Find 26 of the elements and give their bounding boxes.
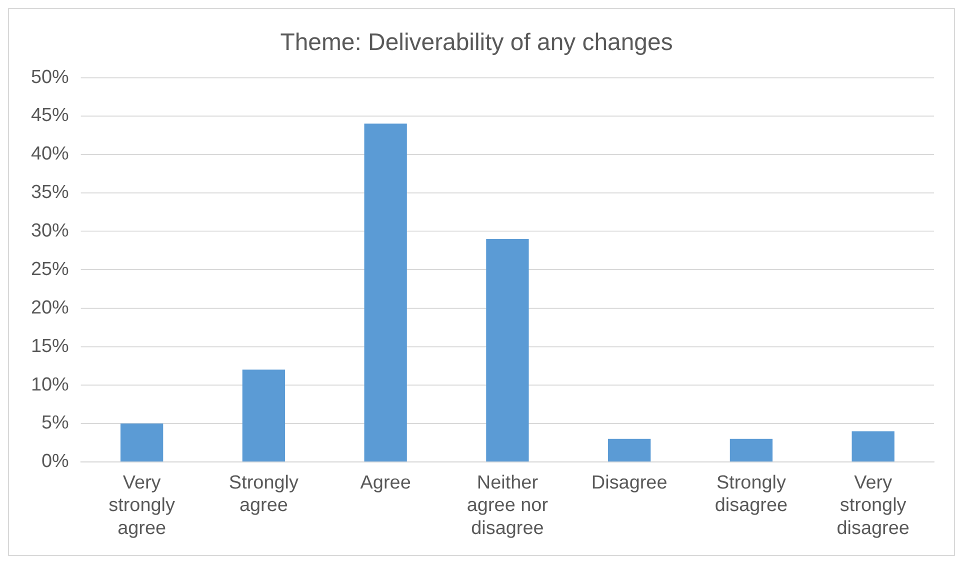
y-tick-label: 5%	[42, 412, 70, 434]
y-tick-label: 50%	[30, 66, 70, 88]
y-tick-label: 15%	[30, 336, 70, 357]
x-tick-label: Strongly disagree	[714, 472, 788, 516]
y-tick-label: 25%	[30, 258, 70, 280]
bar	[608, 438, 651, 462]
bar	[364, 124, 407, 462]
bar	[120, 424, 164, 462]
bar	[242, 370, 286, 462]
y-tick-label: 20%	[30, 297, 70, 318]
y-tick-label: 45%	[30, 105, 70, 126]
y-tick-label: 0%	[42, 451, 70, 472]
y-tick-label: 30%	[30, 220, 70, 242]
x-tick-label: Very strongly disagree	[836, 472, 910, 539]
y-tick-label: 10%	[30, 374, 70, 396]
x-tick-label: Agree	[360, 472, 411, 494]
y-tick-label: 35%	[30, 182, 70, 204]
y-tick-label: 40%	[30, 144, 70, 165]
bar	[852, 431, 894, 462]
bar	[486, 238, 529, 462]
x-tick-label: Disagree	[591, 472, 668, 494]
x-tick-label: Very strongly agree	[108, 472, 176, 539]
x-tick-label: Strongly agree	[228, 472, 299, 516]
x-tick-label: Neither agree nor disagree	[466, 472, 548, 539]
bar	[730, 438, 773, 462]
chart-title: Theme: Deliverability of any changes	[280, 28, 673, 56]
